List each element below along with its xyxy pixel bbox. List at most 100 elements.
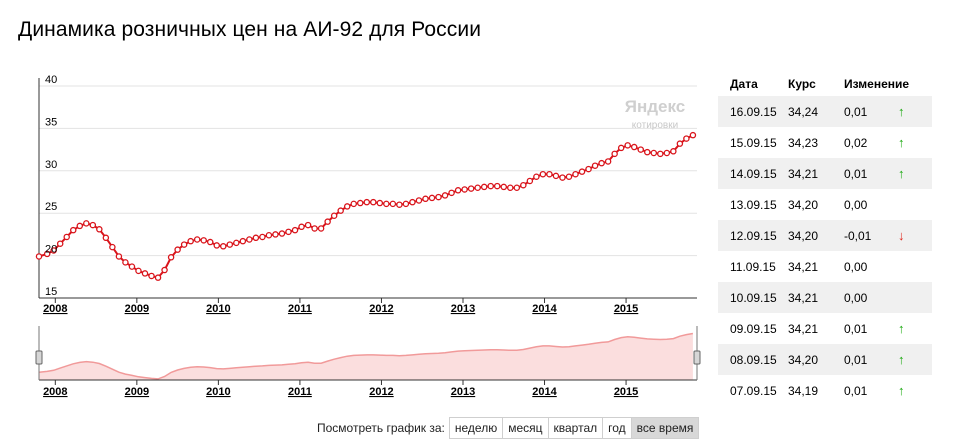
price-point — [428, 194, 436, 202]
y-tick-label: 40 — [45, 74, 57, 86]
navigator-x-tick-label[interactable]: 2009 — [125, 386, 149, 398]
price-point — [383, 200, 390, 208]
x-tick-label[interactable]: 2008 — [43, 303, 67, 315]
table-row: 08.09.15 34,20 0,01 ↑ — [718, 344, 932, 375]
navigator-x-tick-label[interactable]: 2013 — [451, 386, 475, 398]
row-date: 15.09.15 — [730, 135, 777, 150]
yandex-watermark: Яндекс котировки — [625, 97, 685, 131]
navigator-right-handle[interactable] — [693, 350, 701, 365]
price-point — [83, 220, 90, 227]
price-point — [337, 207, 344, 214]
arrow-down-icon: ↓ — [898, 228, 905, 243]
row-rate: 34,20 — [788, 197, 819, 212]
price-point — [63, 233, 70, 241]
table-row: 13.09.15 34,20 0,00 — [718, 189, 932, 220]
price-point — [396, 201, 403, 208]
navigator-left-handle[interactable] — [35, 350, 43, 365]
row-rate: 34,20 — [788, 352, 819, 367]
price-point — [265, 231, 273, 239]
price-point — [148, 272, 155, 280]
x-tick-label[interactable]: 2011 — [288, 303, 312, 315]
price-point — [409, 198, 416, 206]
price-point — [435, 193, 442, 201]
row-change: -0,01 — [844, 228, 872, 243]
price-point — [572, 170, 579, 178]
page-title: Динамика розничных цен на АИ-92 для Росс… — [18, 18, 482, 41]
table-row: 10.09.15 34,21 0,00 — [718, 282, 932, 313]
chart-gridlines — [39, 85, 697, 299]
price-point — [213, 242, 220, 249]
price-point — [180, 241, 188, 248]
price-point — [161, 266, 168, 274]
price-point — [644, 148, 651, 156]
price-point — [330, 212, 338, 219]
price-point — [513, 184, 521, 192]
price-point — [448, 189, 455, 197]
price-point — [526, 177, 534, 185]
price-point — [657, 150, 664, 158]
row-date: 07.09.15 — [730, 383, 777, 398]
price-point — [487, 182, 494, 190]
price-point — [246, 236, 253, 243]
price-point — [226, 241, 234, 248]
row-date: 16.09.15 — [730, 104, 777, 119]
header-rate: Курс — [788, 77, 816, 91]
row-date: 08.09.15 — [730, 352, 777, 367]
price-point — [565, 173, 573, 180]
table-row: 14.09.15 34,21 0,01 ↑ — [718, 158, 932, 189]
price-point — [193, 236, 201, 243]
price-point — [493, 182, 501, 190]
price-point — [559, 174, 566, 181]
price-point — [591, 162, 599, 169]
navigator-x-tick-label[interactable]: 2008 — [43, 386, 67, 398]
row-rate: 34,21 — [788, 259, 819, 274]
price-point — [115, 253, 123, 260]
arrow-up-icon: ↑ — [898, 352, 905, 367]
price-point — [670, 148, 677, 155]
x-tick-label[interactable]: 2014 — [532, 303, 557, 315]
x-tick-label[interactable]: 2012 — [369, 303, 393, 315]
price-point — [128, 263, 136, 270]
price-point — [285, 228, 292, 236]
row-rate: 34,21 — [788, 166, 819, 181]
period-quarter-button[interactable]: квартал — [547, 417, 604, 439]
price-point — [291, 226, 299, 234]
arrow-up-icon: ↑ — [898, 166, 905, 181]
price-point — [174, 246, 181, 253]
period-month-button[interactable]: месяц — [502, 417, 549, 439]
price-point — [50, 247, 57, 254]
x-tick-label[interactable]: 2013 — [451, 303, 475, 315]
price-point — [598, 159, 605, 167]
row-date: 13.09.15 — [730, 197, 777, 212]
price-point — [637, 146, 644, 153]
navigator-x-tick-label[interactable]: 2015 — [614, 386, 638, 398]
navigator-x-tick-label[interactable]: 2011 — [288, 386, 312, 398]
navigator-frame — [35, 326, 701, 385]
navigator-x-tick-label[interactable]: 2012 — [369, 386, 393, 398]
row-change: 0,02 — [844, 135, 868, 150]
navigator-x-tick-label[interactable]: 2010 — [206, 386, 230, 398]
period-week-button[interactable]: неделю — [448, 417, 504, 439]
navigator-x-tick-label[interactable]: 2014 — [532, 386, 557, 398]
price-point — [220, 243, 227, 250]
x-tick-label[interactable]: 2009 — [125, 303, 149, 315]
price-series — [38, 134, 694, 279]
x-tick-label[interactable]: 2015 — [614, 303, 638, 315]
x-tick-label[interactable]: 2010 — [206, 303, 230, 315]
price-point — [663, 149, 671, 157]
price-point — [461, 186, 468, 193]
watermark-brand: Яндекс — [625, 97, 685, 116]
price-point — [311, 225, 318, 232]
price-point — [552, 172, 560, 180]
row-change: 0,00 — [844, 197, 868, 212]
price-point — [141, 270, 149, 277]
table-row: 07.09.15 34,19 0,01 ↑ — [718, 375, 932, 406]
period-all-time-button[interactable]: все время — [630, 417, 700, 439]
price-point — [500, 183, 508, 191]
navigator-chart[interactable]: 2008 2009 2010 2011 2012 2013 2014 2015 — [0, 322, 720, 402]
price-line — [38, 134, 694, 279]
price-point — [415, 197, 423, 204]
period-year-button[interactable]: год — [602, 417, 632, 439]
price-point — [89, 221, 97, 229]
